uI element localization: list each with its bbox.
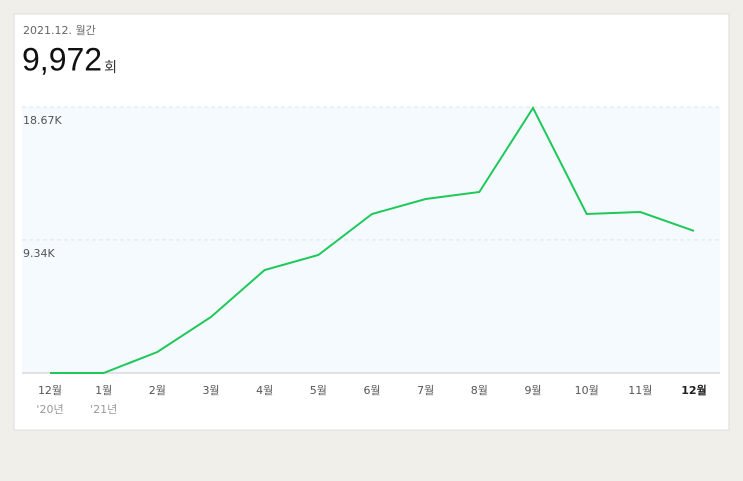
x-year-label: '21년	[90, 403, 117, 416]
plot-area	[22, 107, 720, 373]
x-tick-label: 9월	[524, 384, 541, 397]
x-tick-label: 3월	[202, 384, 219, 397]
x-tick-label: 12월	[38, 384, 62, 397]
headline-value: 9,972	[22, 41, 102, 77]
x-tick-label: 4월	[256, 384, 273, 397]
line-series	[50, 105, 695, 374]
period-label: 2021.12. 월간	[23, 24, 96, 37]
x-tick-label: 12월	[681, 383, 706, 397]
x-tick-label: 10월	[575, 384, 599, 397]
x-tick-label: 1월	[95, 384, 112, 397]
x-tick-label: 11월	[628, 384, 652, 397]
x-tick-label: 8월	[471, 384, 488, 397]
y-tick-label: 18.67K	[23, 114, 62, 127]
x-tick-label: 7월	[417, 384, 434, 397]
x-tick-label: 2월	[149, 384, 166, 397]
headline-unit: 회	[104, 60, 117, 76]
x-year-label: '20년	[36, 403, 63, 416]
y-tick-label: 9.34K	[23, 247, 55, 260]
x-tick-label: 5월	[310, 384, 327, 397]
x-tick-label: 6월	[363, 384, 380, 397]
